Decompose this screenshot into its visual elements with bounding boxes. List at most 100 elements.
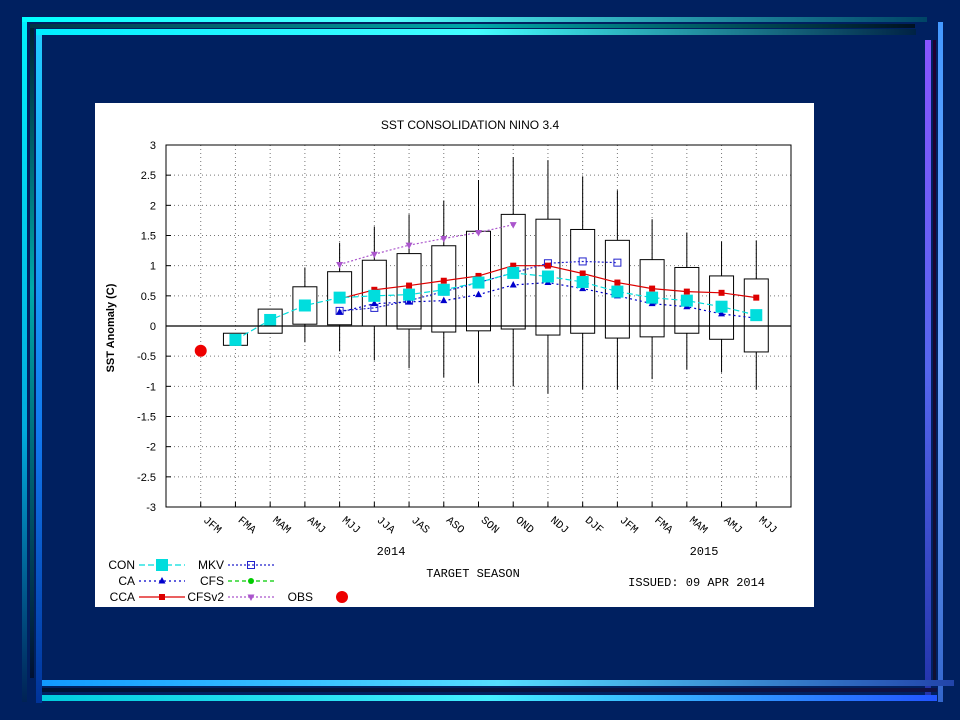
- series-point-cca: [371, 286, 378, 293]
- series-point-mkv: [578, 257, 587, 266]
- y-tick-label: 0: [150, 321, 156, 333]
- series-point-con: [472, 276, 485, 289]
- frame-top-dark-bar: [30, 24, 915, 28]
- frame-right-blue-bar: [938, 22, 943, 702]
- series-point-cca: [579, 270, 586, 277]
- series-point-cca: [544, 262, 551, 269]
- series-point-cfsv2: [509, 222, 517, 229]
- series-point-con: [298, 299, 311, 312]
- x-tick-label: MAM: [686, 515, 709, 537]
- x-tick-label: AMJ: [304, 515, 327, 537]
- year-label-2015: 2015: [690, 545, 719, 559]
- x-tick-label: OND: [513, 515, 536, 537]
- legend-label-con: CON: [108, 558, 135, 572]
- series-point-con: [750, 309, 763, 322]
- series-point-cfsv2: [370, 251, 378, 259]
- series-point-con: [507, 266, 520, 279]
- series-point-cca: [406, 282, 413, 289]
- legend-label-cfsv2: CFSv2: [187, 590, 224, 604]
- series-point-cca: [510, 262, 517, 269]
- frame-bottom-bar-2: [42, 695, 937, 701]
- chart-panel: SST CONSOLIDATION NINO 3.4 SST Anomaly (…: [95, 103, 814, 607]
- series-point-cca: [440, 277, 447, 284]
- series-point-con: [264, 313, 277, 326]
- y-tick-label: -1.5: [137, 412, 156, 424]
- series-point-cfsv2: [405, 242, 413, 250]
- frame-bottom-bar: [42, 680, 954, 686]
- x-tick-label: AMJ: [721, 515, 744, 537]
- x-tick-label: NDJ: [547, 515, 570, 537]
- series-point-con: [680, 294, 693, 307]
- series-point-mkv: [613, 258, 622, 267]
- legend-marker-cfsv2: [247, 594, 255, 601]
- y-tick-label: 2: [150, 200, 156, 212]
- frame-right-violet-bar: [925, 40, 931, 700]
- y-tick-label: 1: [150, 261, 156, 273]
- series-layer: [194, 222, 763, 357]
- legend-marker-obs: [336, 591, 348, 603]
- year-label-2014: 2014: [377, 545, 406, 559]
- series-line-cfsv2: [339, 224, 514, 266]
- x-tick-label: FMA: [235, 515, 258, 537]
- series-point-con: [333, 291, 346, 304]
- series-point-ca: [475, 290, 482, 298]
- frame-bottom-dark-bar: [42, 688, 937, 692]
- series-point-cca: [683, 288, 690, 295]
- box: [292, 286, 318, 325]
- box-layer: [222, 157, 769, 394]
- series-point-cfsv2: [475, 229, 482, 237]
- x-tick-label: SON: [478, 515, 501, 537]
- x-tick-label: JFM: [617, 515, 640, 537]
- series-point-cca: [753, 294, 760, 301]
- series-point-cfsv2: [440, 236, 448, 243]
- legend-marker-mkv: [247, 561, 255, 569]
- frame-top-gradient-bar: [22, 17, 927, 22]
- x-tick-label: JAS: [408, 515, 431, 537]
- y-tick-label: -2.5: [137, 472, 156, 484]
- legend-marker-ca: [158, 577, 166, 584]
- series-point-ca: [440, 296, 448, 304]
- legend: CON CA CCA MKV CFS CFSv2 OBS: [108, 558, 348, 604]
- x-tick-label: MAM: [270, 515, 293, 537]
- series-point-con: [576, 275, 589, 288]
- series-point-obs: [194, 344, 207, 357]
- legend-label-cfs: CFS: [200, 574, 224, 588]
- x-tick-label: MJJ: [339, 515, 362, 537]
- y-tick-label: -3: [146, 502, 156, 514]
- x-tick-label: DJF: [582, 515, 605, 537]
- series-point-cfsv2: [336, 261, 344, 269]
- y-tick-label: 3: [150, 140, 156, 152]
- series-cfsv2: [336, 222, 517, 269]
- x-axis-label: TARGET SEASON: [426, 567, 520, 581]
- frame-left-dark-bar: [30, 28, 34, 678]
- legend-marker-cca: [159, 594, 165, 600]
- series-point-ca: [370, 299, 378, 307]
- series-point-ca: [509, 280, 517, 288]
- x-tick-label: JJA: [374, 515, 397, 537]
- series-obs: [194, 344, 207, 357]
- issued-date: ISSUED: 09 APR 2014: [628, 576, 765, 590]
- chart-svg: SST CONSOLIDATION NINO 3.4 SST Anomaly (…: [105, 118, 792, 604]
- series-con: [229, 266, 763, 346]
- x-tick-label: JFM: [200, 515, 223, 537]
- frame-right-dark-bar: [933, 40, 936, 685]
- legend-label-mkv: MKV: [198, 558, 224, 572]
- series-point-cca: [614, 279, 621, 286]
- y-tick-label: 1.5: [141, 231, 156, 243]
- frame-top-gradient-bar-2: [36, 29, 916, 35]
- series-point-con: [646, 291, 659, 304]
- series-line-con: [235, 272, 757, 341]
- legend-label-ca: CA: [118, 574, 135, 588]
- series-point-con: [541, 270, 554, 283]
- frame-left-bar: [22, 22, 27, 702]
- series-point-ca: [336, 308, 344, 315]
- series-point-ca: [718, 309, 726, 317]
- legend-label-obs: OBS: [288, 590, 313, 604]
- series-point-con: [229, 333, 242, 346]
- series-point-cca: [718, 289, 725, 296]
- y-tick-label: 2.5: [141, 170, 156, 182]
- legend-label-cca: CCA: [110, 590, 135, 604]
- legend-marker-cfs: [248, 578, 254, 584]
- series-point-cca: [475, 272, 482, 279]
- x-tick-label: MJJ: [756, 515, 779, 537]
